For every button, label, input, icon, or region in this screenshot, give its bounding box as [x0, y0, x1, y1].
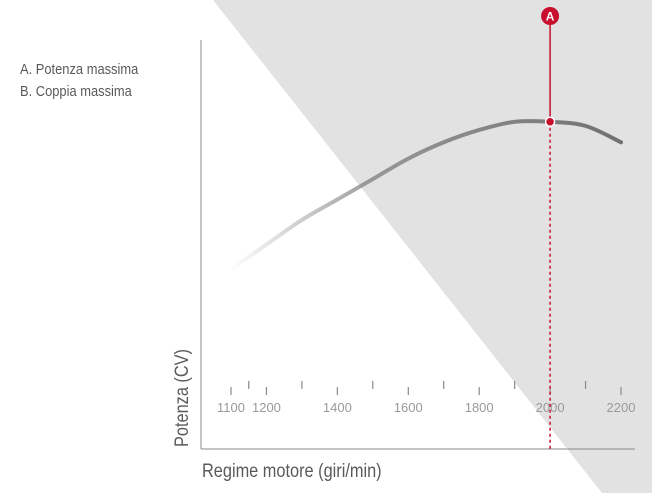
background-shade — [213, 0, 652, 493]
legend-entry-a: A. Potenza massima — [20, 61, 139, 78]
x-tick-label-1100: 1100 — [217, 400, 245, 415]
annotation-a-label: A — [546, 10, 555, 24]
x-tick-label-1400: 1400 — [323, 400, 352, 415]
legend-entry-b: B. Coppia massima — [20, 83, 132, 100]
y-axis-label: Potenza (CV) — [171, 349, 192, 447]
x-tick-label-1800: 1800 — [465, 400, 494, 415]
legend: A. Potenza massima B. Coppia massima — [20, 59, 138, 103]
x-tick-label-1600: 1600 — [394, 400, 423, 415]
x-tick-label-1200: 1200 — [252, 400, 281, 415]
annotation-a: A — [541, 7, 560, 449]
annotation-a-badge — [541, 7, 560, 25]
x-tick-labels: 1100 1200 1400 1600 1800 2000 2200 — [217, 400, 635, 415]
axes — [200, 40, 635, 450]
x-tick-label-2200: 2200 — [607, 400, 636, 415]
x-axis-label: Regime motore (giri/min) — [202, 460, 382, 481]
annotation-a-point — [544, 116, 556, 128]
x-tick-label-2000: 2000 — [536, 400, 565, 415]
